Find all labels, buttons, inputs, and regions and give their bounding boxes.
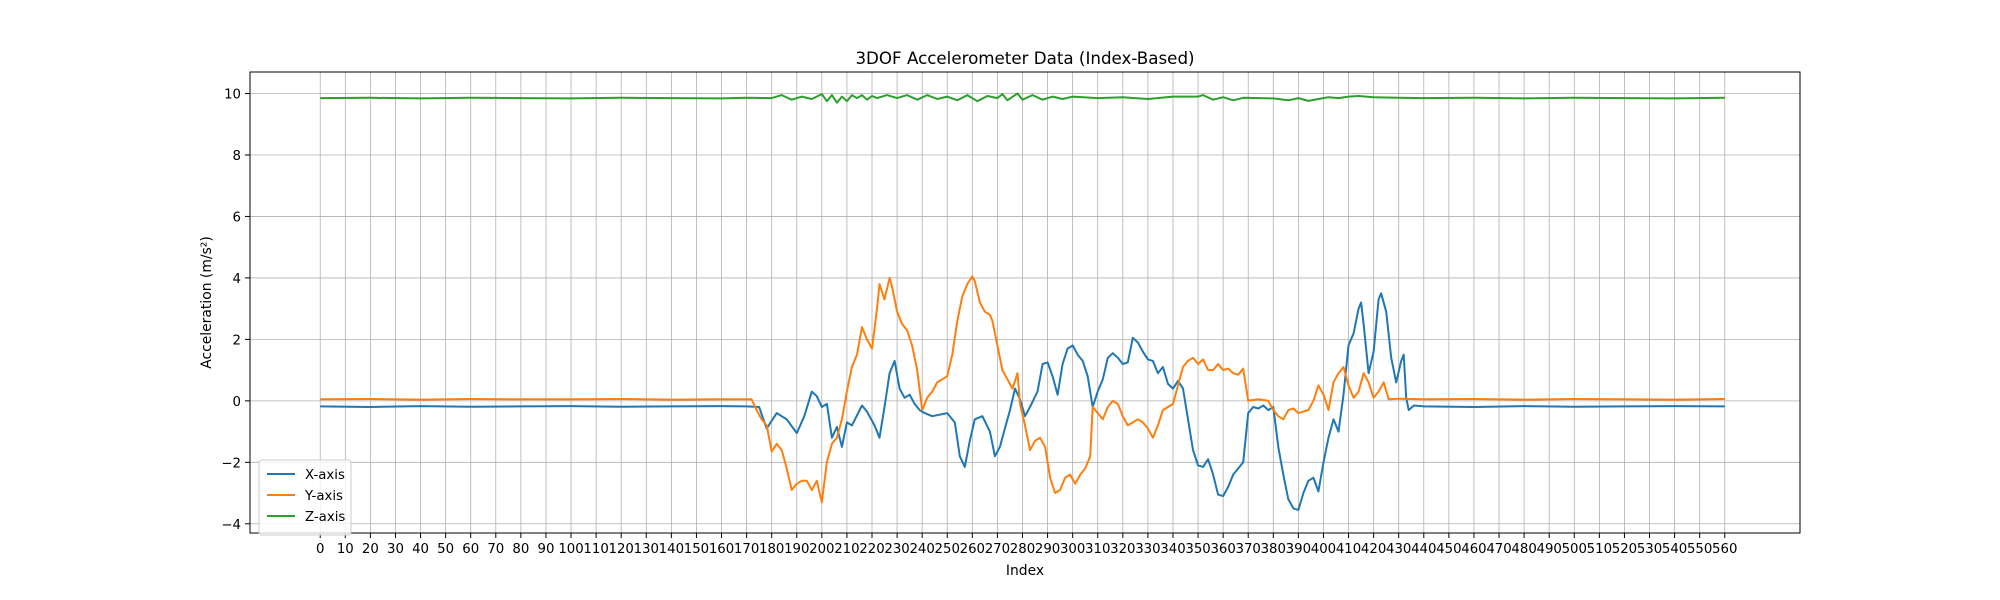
x-tick-label: 420 (1361, 542, 1386, 557)
x-tick-label: 0 (316, 542, 324, 557)
x-tick-label: 370 (1236, 542, 1261, 557)
x-tick-label: 50 (437, 542, 454, 557)
x-tick-label: 30 (387, 542, 404, 557)
x-tick-label: 210 (834, 542, 859, 557)
x-tick-label: 300 (1060, 542, 1085, 557)
x-tick-label: 380 (1261, 542, 1286, 557)
x-tick-label: 460 (1461, 542, 1486, 557)
axis-ticks: 0 10 20 30 40 50 60 70 80 90 100 110 120 130 140 150 160… (221, 88, 1737, 557)
x-tick-label: 520 (1612, 542, 1637, 557)
x-tick-label: 160 (709, 542, 734, 557)
x-tick-label: 330 (1135, 542, 1160, 557)
x-tick-label: 60 (462, 542, 479, 557)
x-tick-label: 280 (1010, 542, 1035, 557)
x-tick-label: 470 (1486, 542, 1511, 557)
legend-label-y-axis: Y-axis (304, 489, 343, 504)
y-tick-label: 4 (233, 272, 241, 287)
x-tick-label: 340 (1160, 542, 1185, 557)
y-tick-label: 8 (233, 149, 241, 164)
x-tick-label: 130 (634, 542, 659, 557)
x-tick-label: 320 (1110, 542, 1135, 557)
chart-title: 3DOF Accelerometer Data (Index-Based) (855, 48, 1194, 68)
x-tick-label: 150 (684, 542, 709, 557)
x-tick-label: 390 (1286, 542, 1311, 557)
x-tick-label: 450 (1436, 542, 1461, 557)
x-tick-label: 510 (1587, 542, 1612, 557)
x-tick-label: 180 (759, 542, 784, 557)
x-tick-label: 410 (1336, 542, 1361, 557)
y-tick-label: 10 (224, 88, 241, 103)
y-tick-label: −2 (221, 456, 241, 471)
x-tick-label: 290 (1035, 542, 1060, 557)
x-tick-label: 10 (337, 542, 354, 557)
series-lines (320, 92, 1725, 511)
x-tick-label: 360 (1210, 542, 1235, 557)
x-tick-label: 190 (784, 542, 809, 557)
y-tick-label: −4 (221, 518, 241, 533)
y-tick-label: 0 (233, 395, 241, 410)
y-tick-label: 2 (233, 333, 241, 348)
series-line-z-axis (320, 92, 1725, 104)
x-tick-label: 200 (809, 542, 834, 557)
x-tick-label: 240 (909, 542, 934, 557)
x-tick-label: 220 (859, 542, 884, 557)
x-tick-label: 250 (935, 542, 960, 557)
x-tick-label: 80 (512, 542, 529, 557)
x-tick-label: 100 (558, 542, 583, 557)
series-line-x-axis (320, 292, 1725, 511)
x-tick-label: 480 (1511, 542, 1536, 557)
legend-label-x-axis: X-axis (305, 468, 345, 483)
grid-lines (250, 72, 1800, 533)
x-tick-label: 20 (362, 542, 379, 557)
plot-frame (249, 71, 1801, 534)
series-line-y-axis (320, 275, 1725, 504)
x-tick-label: 40 (412, 542, 429, 557)
x-tick-label: 440 (1411, 542, 1436, 557)
x-tick-label: 270 (985, 542, 1010, 557)
legend: X-axis Y-axis Z-axis (258, 459, 352, 536)
x-tick-label: 540 (1662, 542, 1687, 557)
x-tick-label: 70 (487, 542, 504, 557)
x-tick-label: 500 (1562, 542, 1587, 557)
x-tick-label: 400 (1311, 542, 1336, 557)
x-tick-label: 350 (1185, 542, 1210, 557)
x-tick-label: 90 (537, 542, 554, 557)
x-tick-label: 530 (1637, 542, 1662, 557)
legend-label-z-axis: Z-axis (305, 510, 345, 525)
x-tick-label: 560 (1712, 542, 1737, 557)
x-tick-label: 230 (884, 542, 909, 557)
x-tick-label: 310 (1085, 542, 1110, 557)
x-axis-label: Index (1006, 563, 1044, 579)
x-tick-label: 110 (583, 542, 608, 557)
x-tick-label: 260 (960, 542, 985, 557)
y-tick-label: 6 (233, 210, 241, 225)
y-axis-label: Acceleration (m/s²) (199, 236, 215, 369)
x-tick-label: 170 (734, 542, 759, 557)
x-tick-label: 430 (1386, 542, 1411, 557)
x-tick-label: 490 (1536, 542, 1561, 557)
x-tick-label: 120 (609, 542, 634, 557)
x-tick-label: 140 (659, 542, 684, 557)
x-tick-label: 550 (1687, 542, 1712, 557)
